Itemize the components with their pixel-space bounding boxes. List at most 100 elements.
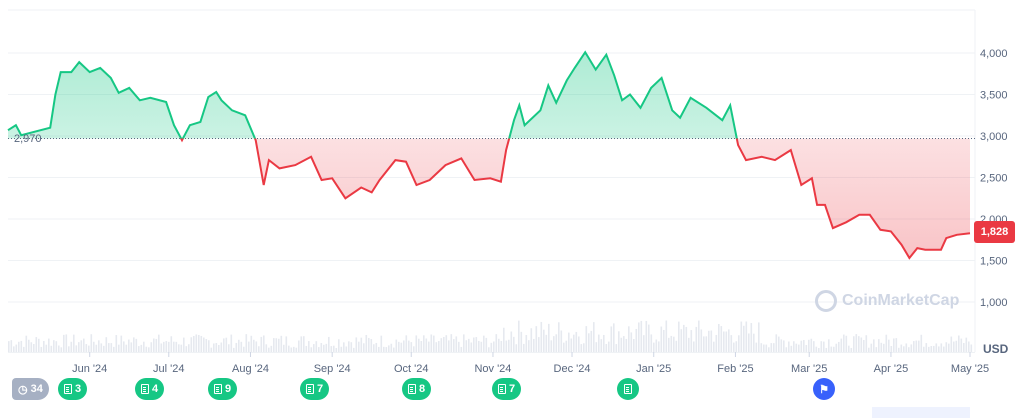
volume-bar	[970, 344, 973, 352]
volume-bar	[750, 323, 753, 352]
volume-bar	[528, 340, 530, 352]
volume-bar	[283, 344, 285, 352]
event-count: 3	[75, 383, 82, 395]
volume-bar	[398, 341, 400, 352]
volume-bar	[40, 346, 43, 352]
volume-bar	[80, 340, 83, 352]
volume-bar	[938, 346, 940, 352]
volume-bar	[515, 344, 518, 352]
volume-bar	[93, 341, 95, 352]
volume-bar	[758, 322, 760, 352]
event-count: 4	[152, 383, 159, 395]
volume-bar	[165, 341, 168, 352]
volume-bar	[895, 338, 898, 352]
volume-bar	[63, 334, 65, 352]
y-tick-label: 2,500	[980, 173, 1008, 185]
volume-bar	[18, 341, 20, 352]
volume-bar	[300, 336, 303, 352]
volume-bar	[710, 330, 713, 352]
volume-bar	[248, 341, 250, 352]
volume-bar	[665, 320, 668, 352]
volume-bar	[308, 341, 310, 352]
volume-bar	[395, 339, 398, 352]
event-marker[interactable]: 7	[492, 378, 522, 400]
volume-bar	[770, 343, 773, 352]
volume-bar	[780, 339, 783, 352]
volume-bar	[593, 322, 595, 352]
volume-bar	[713, 341, 715, 352]
volume-bar	[955, 340, 958, 352]
volume-bar	[575, 331, 578, 352]
event-marker[interactable]: 4	[135, 378, 165, 400]
volume-bar	[945, 342, 948, 352]
volume-bar	[335, 347, 338, 352]
volume-bar	[450, 334, 453, 352]
volume-bar	[33, 344, 35, 352]
volume-bar	[458, 341, 460, 352]
volume-bar	[913, 341, 915, 352]
volume-bar	[255, 341, 258, 352]
volume-bar	[293, 346, 295, 352]
range-navigator-handle[interactable]	[872, 407, 970, 418]
volume-bar	[178, 344, 180, 352]
volume-bar	[118, 344, 120, 352]
volume-bar	[353, 347, 355, 352]
volume-bar	[853, 336, 855, 352]
volume-bar	[908, 347, 910, 352]
volume-bar	[615, 344, 618, 352]
volume-bar	[208, 340, 210, 352]
volume-bar	[610, 326, 613, 352]
volume-bar	[10, 340, 13, 352]
volume-bar	[950, 336, 953, 352]
volume-bar	[898, 347, 900, 352]
volume-bar	[383, 346, 385, 352]
volume-bar	[808, 339, 810, 352]
volume-bar	[633, 339, 635, 352]
volume-bar	[250, 335, 253, 352]
volume-bar	[368, 337, 370, 352]
event-marker[interactable]	[617, 378, 639, 400]
flag-event-marker[interactable]: ⚑	[813, 378, 835, 400]
volume-bar	[635, 328, 638, 352]
volume-bar	[705, 336, 708, 352]
volume-bar	[125, 344, 128, 352]
volume-bar	[858, 336, 860, 352]
volume-bar	[373, 344, 375, 352]
event-marker[interactable]: 3	[58, 378, 88, 400]
volume-bar	[155, 338, 158, 352]
volume-bar	[115, 335, 118, 352]
volume-bar	[120, 335, 123, 352]
volume-bar	[130, 342, 133, 352]
volume-bar	[640, 320, 643, 352]
volume-bar	[868, 347, 870, 352]
volume-bar	[95, 344, 98, 352]
x-tick-label: Feb '25	[717, 363, 753, 375]
volume-bar	[145, 346, 148, 352]
volume-bar	[498, 338, 500, 352]
document-icon	[408, 384, 416, 394]
event-marker[interactable]: 8	[402, 378, 432, 400]
volume-bar	[875, 347, 878, 352]
volume-bar	[813, 341, 815, 352]
volume-bar	[273, 338, 275, 352]
volume-bar	[343, 342, 345, 352]
volume-bar	[150, 342, 153, 352]
volume-bar	[828, 339, 830, 352]
volume-bar	[848, 345, 850, 352]
volume-bar	[75, 345, 78, 352]
volume-bar	[805, 344, 808, 352]
volume-bar	[685, 326, 688, 352]
x-tick-label: Dec '24	[554, 363, 591, 375]
volume-bar	[548, 323, 550, 352]
volume-bar	[623, 336, 625, 352]
volume-bar	[550, 340, 553, 352]
volume-bar	[843, 334, 845, 352]
volume-bar	[55, 341, 58, 352]
event-marker[interactable]: 7	[300, 378, 330, 400]
volume-bar	[630, 332, 633, 352]
history-events-button[interactable]: ◷ 34	[12, 378, 49, 400]
volume-bar	[823, 341, 825, 352]
event-marker[interactable]: 9	[208, 378, 238, 400]
volume-bar	[668, 337, 670, 352]
